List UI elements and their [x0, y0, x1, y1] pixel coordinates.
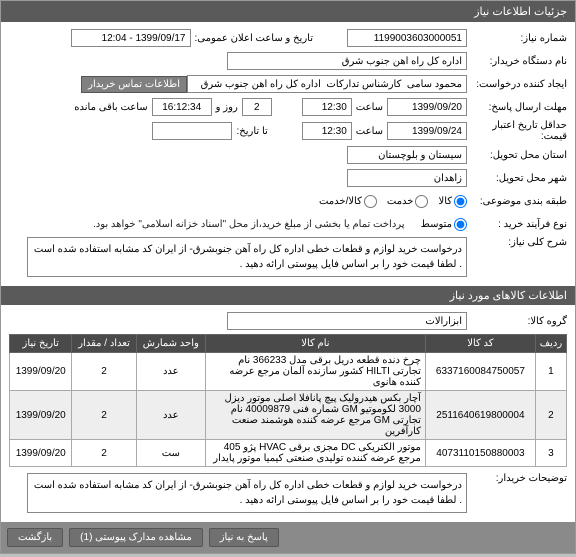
cell-name: موتور الکتریکی DC مجزی برقی HVAC پژو 405… [205, 440, 425, 467]
contact-buyer-button[interactable]: اطلاعات تماس خریدار [81, 76, 187, 93]
days-label: روز و [212, 102, 242, 113]
days-left-field [242, 98, 272, 116]
main-desc-label: شرح کلی نیاز: [467, 237, 567, 248]
req-no-label: شماره نیاز: [467, 33, 567, 44]
public-time-label: تاریخ و ساعت اعلان عمومی: [191, 33, 318, 44]
cell-unit: ست [136, 440, 205, 467]
cell-n: 3 [535, 440, 566, 467]
goods-group-label: گروه کالا: [467, 316, 567, 327]
to-date-label: تا تاریخ: [232, 126, 271, 137]
buyer-org-label: نام دستگاه خریدار: [467, 56, 567, 67]
creator-field [187, 75, 467, 93]
cell-code: 6337160084750057 [425, 353, 535, 391]
cell-code: 4073110150880003 [425, 440, 535, 467]
time-label-2: ساعت [352, 126, 387, 137]
buyer-notes-box: درخواست خرید لوازم و قطعات خطی اداره کل … [27, 473, 467, 513]
deadline-date-field [387, 98, 467, 116]
back-button[interactable]: بازگشت [7, 528, 63, 547]
cell-qty: 2 [72, 440, 136, 467]
cell-date: 1399/09/20 [10, 440, 72, 467]
attachments-button[interactable]: مشاهده مدارک پیوستی (1) [69, 528, 203, 547]
col-name: نام کالا [205, 335, 425, 353]
main-desc-box: درخواست خرید لوازم و قطعات خطی اداره کل … [27, 237, 467, 277]
cell-name: آچار بکس هیدرولیک پیچ پانافلا اصلی موتور… [205, 391, 425, 440]
table-row[interactable]: 22511640619800004آچار بکس هیدرولیک پیچ پ… [10, 391, 567, 440]
valid-date-field [387, 122, 467, 140]
city-field [347, 169, 467, 187]
radio-mid-text: متوسط [421, 219, 452, 230]
budget-type-label: طبقه بندی موضوعی: [467, 196, 567, 207]
table-row[interactable]: 34073110150880003موتور الکتریکی DC مجزی … [10, 440, 567, 467]
col-unit: واحد شمارش [136, 335, 205, 353]
creator-label: ایجاد کننده درخواست: [467, 79, 567, 90]
col-date: تاریخ نیاز [10, 335, 72, 353]
radio-goods-label[interactable]: کالا [438, 195, 467, 208]
province-field [347, 146, 467, 164]
cell-date: 1399/09/20 [10, 391, 72, 440]
deadline-label: مهلت ارسال پاسخ: [467, 102, 567, 113]
radio-goods-service-text: کالا/خدمت [319, 196, 362, 207]
process-note: پرداخت تمام یا بخشی از مبلغ خرید،از محل … [93, 219, 405, 230]
cell-qty: 2 [72, 353, 136, 391]
city-label: شهر محل تحویل: [467, 173, 567, 184]
col-row: ردیف [535, 335, 566, 353]
radio-service[interactable] [415, 195, 428, 208]
province-label: استان محل تحویل: [467, 150, 567, 161]
radio-mid[interactable] [454, 218, 467, 231]
goods-area: گروه کالا: ردیف کد کالا نام کالا واحد شم… [1, 305, 575, 522]
req-no-field [347, 29, 467, 47]
cell-name: چرخ دنده قطعه دریل برقی مدل 366233 نام ت… [205, 353, 425, 391]
cell-n: 1 [535, 353, 566, 391]
cell-date: 1399/09/20 [10, 353, 72, 391]
remain-label: ساعت باقی مانده [70, 102, 151, 113]
radio-service-label[interactable]: خدمت [387, 195, 429, 208]
buyer-notes-label: توضیحات خریدار: [467, 473, 567, 484]
goods-table: ردیف کد کالا نام کالا واحد شمارش تعداد /… [9, 334, 567, 467]
cell-unit: عدد [136, 391, 205, 440]
reply-button[interactable]: پاسخ به نیاز [209, 528, 279, 547]
public-time-field [71, 29, 191, 47]
col-code: کد کالا [425, 335, 535, 353]
goods-group-field [227, 312, 467, 330]
radio-goods-text: کالا [438, 196, 452, 207]
cell-n: 2 [535, 391, 566, 440]
process-label: نوع فرآیند خرید : [467, 219, 567, 230]
window-title: جزئیات اطلاعات نیاز [1, 1, 575, 22]
button-row: پاسخ به نیاز مشاهده مدارک پیوستی (1) باز… [1, 522, 575, 553]
buyer-org-field [227, 52, 467, 70]
valid-label: حداقل تاریخ اعتبار قیمت: [467, 120, 567, 142]
cell-qty: 2 [72, 391, 136, 440]
deadline-time-field [302, 98, 352, 116]
valid-time-field [302, 122, 352, 140]
request-detail-window: جزئیات اطلاعات نیاز شماره نیاز: تاریخ و … [0, 0, 576, 554]
col-qty: تعداد / مقدار [72, 335, 136, 353]
time-label-1: ساعت [352, 102, 387, 113]
radio-service-text: خدمت [387, 196, 414, 207]
radio-goods[interactable] [454, 195, 467, 208]
cell-code: 2511640619800004 [425, 391, 535, 440]
radio-goods-service-label[interactable]: کالا/خدمت [319, 195, 377, 208]
radio-mid-label[interactable]: متوسط [421, 218, 467, 231]
countdown-field [152, 98, 212, 116]
radio-goods-service[interactable] [364, 195, 377, 208]
to-date-field [152, 122, 232, 140]
table-row[interactable]: 16337160084750057چرخ دنده قطعه دریل برقی… [10, 353, 567, 391]
cell-unit: عدد [136, 353, 205, 391]
form-area: شماره نیاز: تاریخ و ساعت اعلان عمومی: نا… [1, 22, 575, 286]
goods-section-title: اطلاعات کالاهای مورد نیاز [1, 286, 575, 305]
